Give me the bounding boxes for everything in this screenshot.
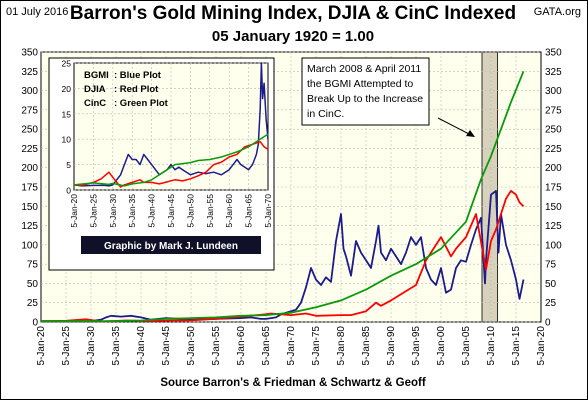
- legend-label-djia: : Red Plot: [114, 84, 159, 95]
- chart-title: Barron's Gold Mining Index, DJIA & CinC …: [69, 3, 517, 24]
- x-tick-label: 5-Jan-45: [166, 194, 176, 228]
- x-tick-label: 5-Jan-40: [147, 194, 157, 228]
- y-tick-label-right: 275: [545, 105, 562, 116]
- y-tick-label-right: 150: [545, 202, 562, 213]
- y-tick-label: 250: [21, 125, 38, 136]
- x-tick-label: 5-Jan-65: [261, 326, 272, 366]
- publish-date: 01 July 2016: [6, 6, 69, 18]
- inset-plot-area: [73, 62, 269, 191]
- x-tick-label: 5-Jan-75: [311, 326, 322, 366]
- y-tick-label-right: 250: [545, 125, 562, 136]
- legend-key-bgmi: BGMI: [84, 70, 109, 81]
- y-tick-label: 20: [62, 84, 72, 94]
- x-tick-label: 5-Jan-35: [111, 326, 122, 366]
- annotation-line: March 2008 & April 2011: [307, 63, 421, 75]
- y-tick-label: 50: [27, 279, 39, 290]
- x-tick-label: 5-Jan-80: [336, 326, 347, 366]
- y-tick-label-right: 175: [545, 183, 562, 194]
- inset-chart: 0 5 10 15 20 25 5-Jan-20 5-Jan-25 5-Jan-30 5-Jan-…: [48, 57, 275, 271]
- credit-banner: [81, 236, 261, 254]
- source-note: Source Barron's & Friedman & Schwartz & …: [160, 377, 426, 389]
- x-tick-label: 5-Jan-25: [88, 194, 98, 228]
- y-tick-label: 25: [62, 59, 72, 69]
- x-tick-label: 5-Jan-05: [461, 326, 472, 366]
- y-tick-label: 10: [62, 135, 72, 145]
- y-tick-label-right: 25: [545, 298, 557, 309]
- x-tick-label: 5-Jan-55: [205, 194, 215, 228]
- x-tick-label: 5-Jan-60: [224, 194, 234, 228]
- x-tick-label: 5-Jan-35: [127, 194, 137, 228]
- x-tick-label: 5-Jan-30: [108, 194, 118, 228]
- x-tick-label: 5-Jan-20: [36, 326, 47, 366]
- y-tick-label: 0: [66, 186, 71, 196]
- y-tick-label: 100: [21, 240, 38, 251]
- annotation-line: Break Up to the Increase: [307, 93, 423, 105]
- x-tick-label: 5-Jan-30: [86, 326, 97, 366]
- x-tick-label: 5-Jan-15: [511, 326, 522, 366]
- y-tick-label: 150: [21, 202, 38, 213]
- y-tick-label: 200: [21, 163, 38, 174]
- y-tick-label-right: 75: [545, 260, 557, 271]
- y-tick-label: 275: [21, 105, 38, 116]
- y-tick-label-right: 300: [545, 86, 562, 97]
- x-tick-label: 5-Jan-55: [211, 326, 222, 366]
- series-line-cinc: [41, 70, 525, 323]
- annotation-arrow: [437, 117, 475, 137]
- x-tick-label: 5-Jan-25: [61, 326, 72, 366]
- x-tick-label: 5-Jan-50: [186, 326, 197, 366]
- series-line-cinc: [73, 133, 269, 187]
- x-tick-label: 5-Jan-40: [136, 326, 147, 366]
- x-tick-label: 5-Jan-00: [436, 326, 447, 366]
- x-tick-label: 5-Jan-20: [536, 326, 547, 366]
- x-tick-label: 5-Jan-50: [185, 194, 195, 228]
- y-tick-label-right: 100: [545, 240, 562, 251]
- legend-label-bgmi: : Blue Plot: [114, 70, 162, 81]
- y-tick-label: 25: [27, 298, 39, 309]
- series-line-djia: [40, 189, 525, 323]
- y-tick-label: 5: [66, 160, 71, 170]
- x-tick-label: 5-Jan-95: [411, 326, 422, 366]
- legend-label-cinc: : Green Plot: [114, 98, 169, 109]
- y-tick-label: 225: [21, 144, 38, 155]
- annotation-line: in CinC.: [307, 108, 344, 120]
- y-tick-label-right: 125: [545, 221, 562, 232]
- x-tick-label: 5-Jan-20: [69, 194, 79, 228]
- x-tick-label: 5-Jan-85: [361, 326, 372, 366]
- y-tick-label-right: 0: [545, 318, 551, 329]
- y-tick-label: 325: [21, 67, 38, 78]
- y-tick-label-right: 200: [545, 163, 562, 174]
- x-tick-label: 5-Jan-45: [161, 326, 172, 366]
- legend-key-cinc: CinC: [84, 98, 106, 109]
- y-tick-label-right: 225: [545, 144, 562, 155]
- annotation-box: March 2008 & April 2011 the BGMI Attempt…: [301, 57, 430, 126]
- x-tick-label: 5-Jan-60: [236, 326, 247, 366]
- series-line-bgmi: [73, 62, 269, 187]
- x-tick-label: 5-Jan-70: [286, 326, 297, 366]
- site-label: GATA.org: [533, 6, 581, 18]
- annotation-line: the BGMI Attempted to: [307, 78, 413, 90]
- y-tick-label: 300: [21, 86, 38, 97]
- y-tick-label: 350: [21, 48, 38, 59]
- x-tick-label: 5-Jan-10: [486, 326, 497, 366]
- y-tick-label-right: 325: [545, 67, 562, 78]
- y-tick-label: 75: [27, 260, 39, 271]
- y-tick-label: 175: [21, 183, 38, 194]
- inset-legend: BGMI : Blue Plot DJIA : Red Plot CinC : …: [84, 70, 169, 109]
- credit-text: Graphic by Mark J. Lundeen: [104, 241, 238, 252]
- legend-key-djia: DJIA: [84, 84, 106, 95]
- y-tick-label: 0: [32, 318, 38, 329]
- y-tick-label-right: 50: [545, 279, 557, 290]
- x-tick-label: 5-Jan-70: [263, 194, 273, 228]
- x-tick-label: 5-Jan-90: [386, 326, 397, 366]
- y-tick-label: 15: [62, 109, 72, 119]
- y-tick-label: 125: [21, 221, 38, 232]
- x-tick-label: 5-Jan-65: [244, 194, 254, 228]
- chart-subtitle: 05 January 1920 = 1.00: [211, 28, 375, 45]
- y-tick-label-right: 350: [545, 48, 562, 59]
